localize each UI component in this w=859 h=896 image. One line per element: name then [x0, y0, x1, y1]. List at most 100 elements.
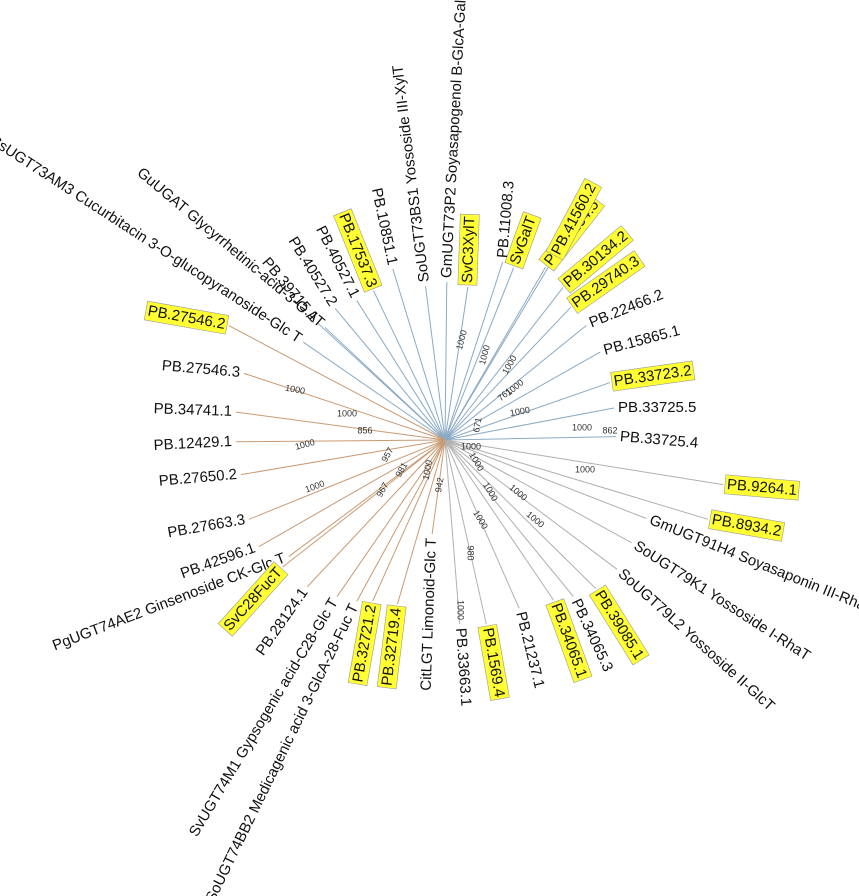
bootstrap-value: 942 [433, 477, 445, 494]
branch [444, 439, 520, 609]
highlight [557, 225, 634, 294]
highlight [610, 360, 696, 392]
branch [444, 436, 617, 441]
bootstrap-value: 1000 [575, 464, 595, 474]
bootstrap-value: 1000 [284, 383, 305, 396]
branch [444, 439, 618, 570]
bootstrap-value: 856 [357, 425, 372, 435]
leaf-label: PB.34741.1 [153, 400, 232, 420]
highlight [347, 600, 382, 687]
branch [397, 439, 446, 605]
highlight [545, 598, 593, 684]
branch [228, 325, 446, 441]
leaf-label: PB.33663.1 [452, 627, 474, 706]
branch [444, 439, 574, 597]
branch [306, 439, 446, 588]
bootstrap-value: 1000 [337, 408, 357, 418]
bootstrap-value: 1000 [294, 437, 316, 452]
branch [373, 290, 446, 441]
leaf-label: PB.15865.1 [602, 322, 682, 359]
branch [288, 439, 446, 557]
leaf-label: PB.27650.2 [158, 466, 238, 490]
branch [444, 407, 615, 441]
branch [392, 268, 446, 441]
branch [444, 439, 555, 601]
leaf-label: PB.21237.1 [512, 610, 547, 690]
bootstrap-value: 1000 [509, 405, 530, 418]
branch [444, 267, 515, 441]
bootstrap-value: 1000 [471, 509, 490, 531]
highlight [723, 474, 800, 501]
branch [431, 439, 446, 535]
leaf-label: PB.27546.3 [161, 357, 241, 381]
branch [444, 281, 448, 441]
leaf-label: PB.33725.5 [618, 399, 696, 416]
branch [372, 439, 446, 602]
bootstrap-value: 1000 [504, 377, 526, 398]
branch [356, 439, 446, 602]
highlight [143, 300, 230, 335]
branch [444, 439, 461, 625]
highlight [457, 213, 480, 286]
leaf-label: SoUGT74BB2 Medicagenic acid 3-GlcA-28-Fu… [202, 601, 362, 896]
branch [444, 306, 572, 441]
branches [228, 257, 724, 625]
leaf-label: CitLGT Limonoid-Glc T [418, 538, 440, 691]
bootstrap-value: 671 [471, 417, 483, 434]
leaf-label: PB.8934.2 [711, 511, 783, 540]
branch [444, 351, 601, 441]
highlight [504, 211, 542, 270]
branch [444, 439, 632, 544]
branch [334, 308, 446, 441]
branch [444, 439, 709, 520]
highlight [708, 509, 786, 542]
bootstrap-value: 1000 [525, 509, 547, 530]
branch [240, 439, 446, 476]
branch [444, 261, 504, 441]
branch [444, 325, 587, 441]
branch [336, 439, 446, 597]
highlight [588, 584, 650, 666]
bootstrap-value: 1000 [454, 329, 469, 351]
branch [444, 257, 555, 441]
highlight [217, 561, 289, 637]
highlight [545, 177, 603, 261]
branch [324, 327, 446, 441]
leaf-label: PB.12429.1 [153, 433, 232, 454]
bootstrap-value: 862 [602, 425, 617, 435]
highlight [477, 623, 510, 701]
leaf-label: PB.1569.4 [479, 626, 508, 698]
branch [444, 382, 611, 441]
bootstrap-value: 1000 [421, 459, 434, 480]
leaf-label: PB.33725.4 [619, 428, 699, 452]
highlight [333, 208, 383, 293]
branch [235, 439, 446, 443]
leaf-label: SvC3XylT [459, 216, 478, 283]
bootstrap-value: 1000 [461, 441, 481, 451]
leaf-label: PB.10851.1 [368, 186, 401, 266]
branch [444, 439, 487, 625]
branch [282, 439, 446, 568]
branch [303, 341, 446, 441]
leaf-label: PB.27663.3 [166, 511, 246, 541]
bootstrap-value: 980 [466, 545, 476, 560]
highlight [376, 604, 407, 690]
bootstrap-value: 1000 [467, 451, 486, 473]
branch [258, 439, 446, 548]
branch [243, 372, 446, 441]
branch [444, 286, 469, 441]
branch [248, 439, 446, 520]
branch [424, 285, 446, 441]
branch [444, 439, 724, 486]
bootstrap-value: 967 [374, 481, 390, 499]
branch [444, 439, 647, 519]
branch [444, 287, 564, 441]
bootstrap-value: 1000 [456, 600, 466, 620]
leaf-label: PB.27546.2 [146, 302, 226, 332]
bootstrap-value: 1000 [304, 478, 326, 494]
leaf-label: PB.11008.3 [494, 180, 518, 258]
bootstrap-value: 1000 [481, 481, 500, 503]
bootstrap-value: 981 [393, 461, 409, 479]
